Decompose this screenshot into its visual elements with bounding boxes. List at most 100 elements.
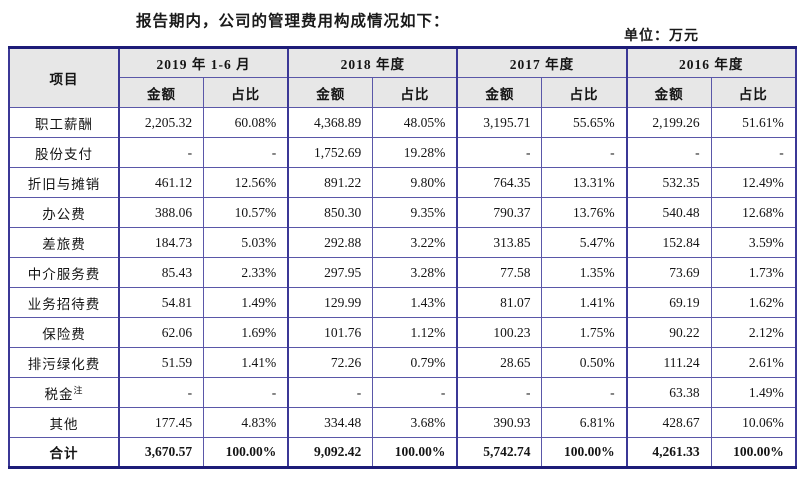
subheader-row: 金额 占比 金额 占比 金额 占比 金额 占比 <box>9 77 797 108</box>
column-header-amount: 金额 <box>625 77 712 108</box>
ratio-cell: 100.00% <box>710 437 797 469</box>
ratio-cell: 100.00% <box>372 437 458 469</box>
ratio-cell: - <box>710 137 797 168</box>
table-row: 业务招待费 54.81 1.49% 129.99 1.43% 81.07 1.41% 69.1… <box>8 287 797 318</box>
ratio-cell: 2.33% <box>203 257 289 288</box>
amount-cell: 51.59 <box>118 347 205 378</box>
ratio-cell: - <box>372 377 458 408</box>
amount-cell: 54.81 <box>118 287 205 318</box>
ratio-cell: 12.56% <box>203 167 289 198</box>
amount-cell: 428.67 <box>625 407 712 438</box>
amount-cell: 390.93 <box>456 407 543 438</box>
amount-cell: 4,368.89 <box>287 107 374 138</box>
ratio-cell: 2.61% <box>710 347 797 378</box>
management-expense-table: 项目 2019 年 1-6 月 2018 年度 2017 年度 2016 年度 … <box>8 46 797 469</box>
item-label: 合计 <box>8 437 120 469</box>
unit-label: 单位：万元 <box>624 29 699 44</box>
ratio-cell: 1.41% <box>541 287 628 318</box>
column-header-amount: 金额 <box>287 77 374 108</box>
ratio-cell: 1.12% <box>372 317 458 348</box>
amount-cell: 891.22 <box>287 167 374 198</box>
ratio-cell: 12.49% <box>710 167 797 198</box>
table-row: 税金注 - - - - - -63.38 1.49% <box>8 377 797 408</box>
amount-cell: 540.48 <box>625 197 712 228</box>
ratio-cell: 1.49% <box>203 287 289 318</box>
column-header-ratio: 占比 <box>372 77 458 108</box>
amount-cell: - <box>625 137 712 168</box>
ratio-cell: 51.61% <box>710 107 797 138</box>
ratio-cell: 1.75% <box>541 317 628 348</box>
ratio-cell: 10.57% <box>203 197 289 228</box>
ratio-cell: 1.35% <box>541 257 628 288</box>
column-header-period-2016: 2016 年度 <box>625 46 797 78</box>
amount-cell: 152.84 <box>625 227 712 258</box>
amount-cell: 9,092.42 <box>287 437 374 469</box>
amount-cell: 297.95 <box>287 257 374 288</box>
column-header-period-2019h1: 2019 年 1-6 月 <box>117 46 289 78</box>
ratio-cell: 0.79% <box>372 347 458 378</box>
amount-cell: 129.99 <box>287 287 374 318</box>
table-row: 排污绿化费 51.59 1.41% 72.26 0.79% 28.65 0.50% 111.2… <box>8 347 797 378</box>
ratio-cell: 100.00% <box>541 437 628 469</box>
amount-cell: 388.06 <box>118 197 205 228</box>
amount-cell: - <box>118 137 205 168</box>
expense-table-body: 职工薪酬 2,205.32 60.08% 4,368.89 48.05% 3,195.71… <box>8 107 797 469</box>
ratio-cell: 6.81% <box>541 407 628 438</box>
footnote-marker: 注 <box>73 385 84 395</box>
ratio-cell: 13.31% <box>541 167 628 198</box>
amount-cell: 461.12 <box>118 167 205 198</box>
amount-cell: 101.76 <box>287 317 374 348</box>
ratio-cell: 3.22% <box>372 227 458 258</box>
table-row: 股份支付 - -1,752.69 19.28% - - - - <box>8 137 797 168</box>
amount-cell: 1,752.69 <box>287 137 374 168</box>
amount-cell: 532.35 <box>625 167 712 198</box>
ratio-cell: 4.83% <box>203 407 289 438</box>
amount-cell: 334.48 <box>287 407 374 438</box>
table-header: 项目 2019 年 1-6 月 2018 年度 2017 年度 2016 年度 … <box>8 46 797 108</box>
amount-cell: 313.85 <box>456 227 543 258</box>
ratio-cell: 0.50% <box>541 347 628 378</box>
column-header-period-2018: 2018 年度 <box>287 46 458 78</box>
ratio-cell: - <box>203 377 289 408</box>
ratio-cell: 5.03% <box>203 227 289 258</box>
ratio-cell: - <box>203 137 289 168</box>
table-row: 职工薪酬 2,205.32 60.08% 4,368.89 48.05% 3,195.71… <box>8 107 797 138</box>
ratio-cell: 55.65% <box>541 107 628 138</box>
amount-cell: 177.45 <box>118 407 205 438</box>
amount-cell: 69.19 <box>625 287 712 318</box>
intro-text: 报告期内，公司的管理费用构成情况如下： <box>136 13 450 30</box>
amount-cell: 790.37 <box>456 197 543 228</box>
amount-cell: 292.88 <box>287 227 374 258</box>
ratio-cell: 9.35% <box>372 197 458 228</box>
ratio-cell: 2.12% <box>710 317 797 348</box>
amount-cell: - <box>118 377 205 408</box>
ratio-cell: 19.28% <box>372 137 458 168</box>
total-row: 合计 3,670.57 100.00% 9,092.42 100.00% 5,742.74… <box>8 437 797 469</box>
ratio-cell: 12.68% <box>710 197 797 228</box>
amount-cell: 100.23 <box>456 317 543 348</box>
table-row: 保险费 62.06 1.69% 101.76 1.12% 100.23 1.75% 90.22… <box>8 317 797 348</box>
amount-cell: 73.69 <box>625 257 712 288</box>
amount-cell: 62.06 <box>118 317 205 348</box>
item-label: 其他 <box>8 407 120 438</box>
amount-cell: 90.22 <box>625 317 712 348</box>
item-label: 业务招待费 <box>8 287 120 318</box>
column-header-item: 项目 <box>8 46 120 108</box>
ratio-cell: 1.69% <box>203 317 289 348</box>
amount-cell: 2,205.32 <box>118 107 205 138</box>
ratio-cell: 1.49% <box>710 377 797 408</box>
column-header-amount: 金额 <box>118 77 205 108</box>
table-row: 中介服务费 85.43 2.33% 297.95 3.28% 77.58 1.35% 73.6… <box>8 257 797 288</box>
column-header-amount: 金额 <box>456 77 543 108</box>
table-row: 差旅费 184.73 5.03% 292.88 3.22% 313.85 5.47% 152.… <box>8 227 797 258</box>
amount-cell: 72.26 <box>287 347 374 378</box>
amount-cell: 77.58 <box>456 257 543 288</box>
amount-cell: 28.65 <box>456 347 543 378</box>
amount-cell: 81.07 <box>456 287 543 318</box>
item-label: 中介服务费 <box>8 257 120 288</box>
ratio-cell: 3.28% <box>372 257 458 288</box>
amount-cell: - <box>456 137 543 168</box>
ratio-cell: 3.68% <box>372 407 458 438</box>
amount-cell: 764.35 <box>456 167 543 198</box>
